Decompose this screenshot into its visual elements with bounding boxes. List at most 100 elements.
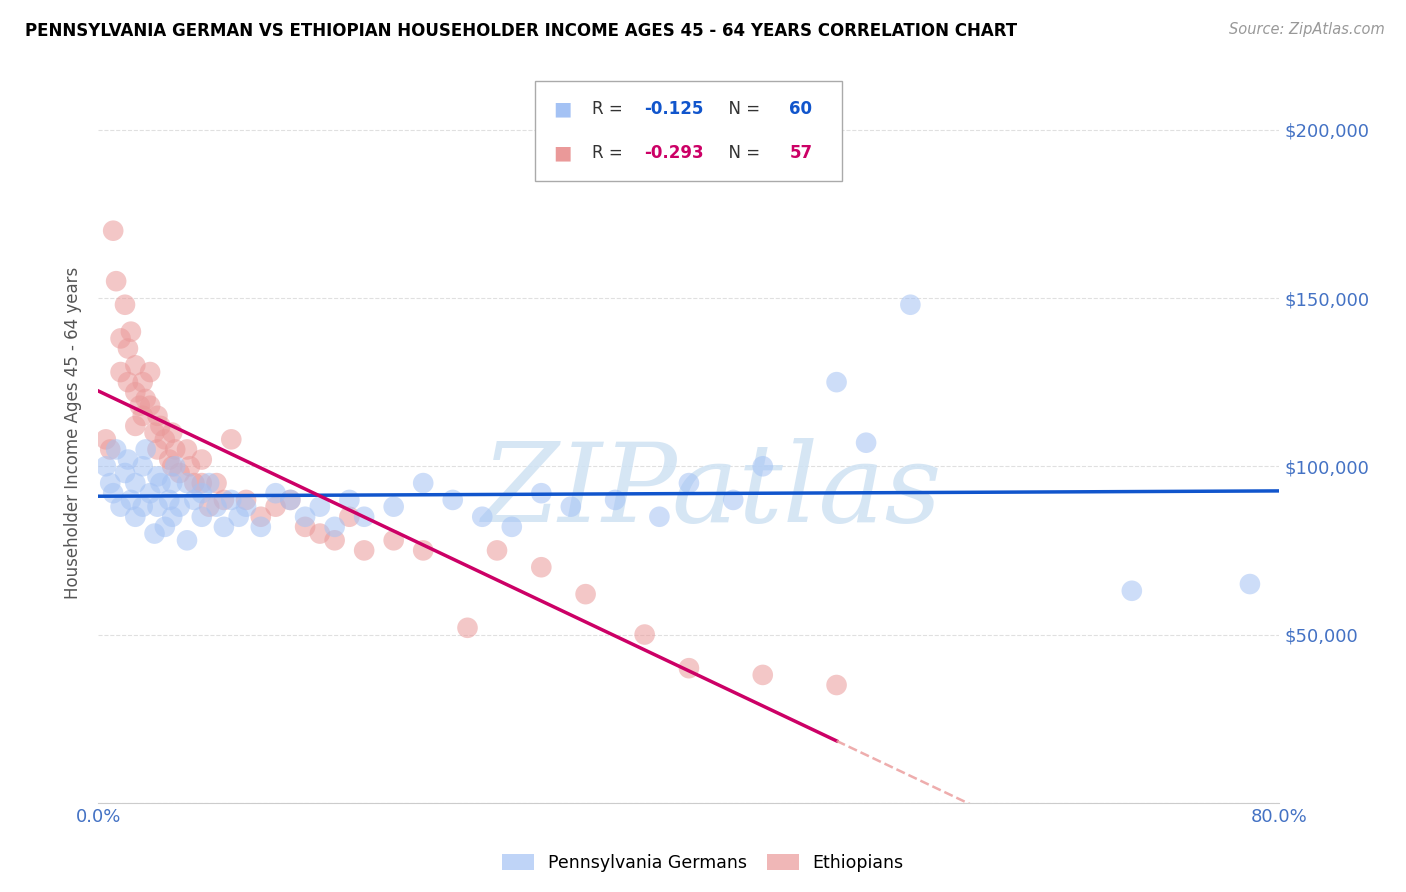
Point — [176, 442, 198, 457]
Point — [124, 385, 146, 400]
Point — [486, 543, 509, 558]
Point — [103, 486, 125, 500]
Point — [501, 520, 523, 534]
Point — [1121, 583, 1143, 598]
Point — [149, 418, 172, 433]
Point — [132, 375, 155, 389]
Text: R =: R = — [592, 144, 628, 162]
Point — [94, 433, 117, 447]
Point — [412, 543, 434, 558]
Legend: Pennsylvania Germans, Ethiopians: Pennsylvania Germans, Ethiopians — [495, 847, 911, 879]
Point — [382, 533, 405, 548]
Point — [143, 526, 166, 541]
Text: N =: N = — [718, 100, 766, 118]
Point — [105, 274, 128, 288]
Point — [250, 509, 273, 524]
Point — [228, 509, 250, 524]
Point — [146, 442, 169, 457]
FancyBboxPatch shape — [536, 81, 842, 181]
Point — [114, 298, 136, 312]
Point — [198, 476, 221, 491]
Point — [457, 621, 479, 635]
Point — [280, 492, 302, 507]
Text: Source: ZipAtlas.com: Source: ZipAtlas.com — [1229, 22, 1385, 37]
Point — [191, 452, 214, 467]
Point — [575, 587, 598, 601]
Point — [382, 500, 405, 514]
Point — [678, 661, 700, 675]
Point — [143, 425, 166, 440]
Point — [530, 486, 553, 500]
Point — [146, 500, 169, 514]
Point — [825, 375, 848, 389]
Point — [124, 418, 146, 433]
Point — [264, 486, 287, 500]
Point — [117, 375, 139, 389]
Point — [128, 399, 150, 413]
Point — [135, 442, 157, 457]
Point — [212, 520, 235, 534]
Point — [153, 433, 176, 447]
Point — [135, 392, 157, 406]
Point — [124, 476, 146, 491]
Point — [309, 500, 332, 514]
Point — [183, 492, 205, 507]
Point — [752, 668, 775, 682]
Point — [176, 476, 198, 491]
Text: 57: 57 — [789, 144, 813, 162]
Point — [855, 435, 877, 450]
Point — [212, 492, 235, 507]
Point — [124, 359, 146, 373]
Point — [162, 509, 183, 524]
Point — [221, 433, 243, 447]
Point — [169, 466, 191, 480]
Text: PENNSYLVANIA GERMAN VS ETHIOPIAN HOUSEHOLDER INCOME AGES 45 - 64 YEARS CORRELATI: PENNSYLVANIA GERMAN VS ETHIOPIAN HOUSEHO… — [25, 22, 1018, 40]
Point — [294, 509, 316, 524]
Point — [441, 492, 464, 507]
Point — [191, 476, 214, 491]
Point — [176, 533, 198, 548]
Point — [235, 500, 257, 514]
Point — [117, 452, 139, 467]
Point — [162, 476, 183, 491]
Point — [205, 500, 228, 514]
Point — [235, 492, 257, 507]
Point — [103, 224, 125, 238]
Point — [162, 425, 183, 440]
Point — [353, 543, 375, 558]
Text: ZIPatlas: ZIPatlas — [482, 438, 943, 546]
Point — [280, 492, 302, 507]
Point — [132, 459, 155, 474]
Point — [323, 520, 346, 534]
Text: 60: 60 — [789, 100, 813, 118]
Point — [605, 492, 627, 507]
Point — [752, 459, 775, 474]
Point — [110, 331, 132, 345]
Text: R =: R = — [592, 100, 628, 118]
Point — [309, 526, 332, 541]
Point — [678, 476, 700, 491]
Point — [132, 409, 155, 423]
Text: -0.125: -0.125 — [644, 100, 703, 118]
Point — [560, 500, 582, 514]
Point — [169, 500, 191, 514]
Point — [339, 492, 361, 507]
Point — [183, 476, 205, 491]
Point — [471, 509, 494, 524]
Point — [264, 500, 287, 514]
Point — [139, 486, 162, 500]
Text: -0.293: -0.293 — [644, 144, 703, 162]
Point — [165, 442, 187, 457]
Point — [110, 500, 132, 514]
Point — [110, 365, 132, 379]
Point — [634, 627, 657, 641]
Point — [191, 486, 214, 500]
Point — [530, 560, 553, 574]
Y-axis label: Householder Income Ages 45 - 64 years: Householder Income Ages 45 - 64 years — [65, 267, 83, 599]
Point — [105, 442, 128, 457]
Point — [412, 476, 434, 491]
Point — [120, 492, 142, 507]
Point — [191, 509, 214, 524]
Point — [179, 459, 201, 474]
Point — [205, 476, 228, 491]
